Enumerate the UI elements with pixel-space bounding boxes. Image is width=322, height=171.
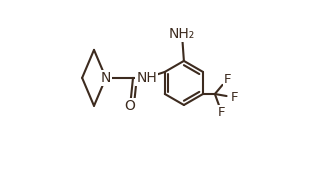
Text: O: O — [125, 99, 136, 113]
Text: F: F — [218, 106, 225, 119]
Text: F: F — [230, 91, 238, 104]
Text: N: N — [101, 71, 111, 85]
Text: F: F — [224, 73, 231, 86]
Text: NH: NH — [136, 71, 157, 85]
Text: NH₂: NH₂ — [169, 27, 195, 41]
